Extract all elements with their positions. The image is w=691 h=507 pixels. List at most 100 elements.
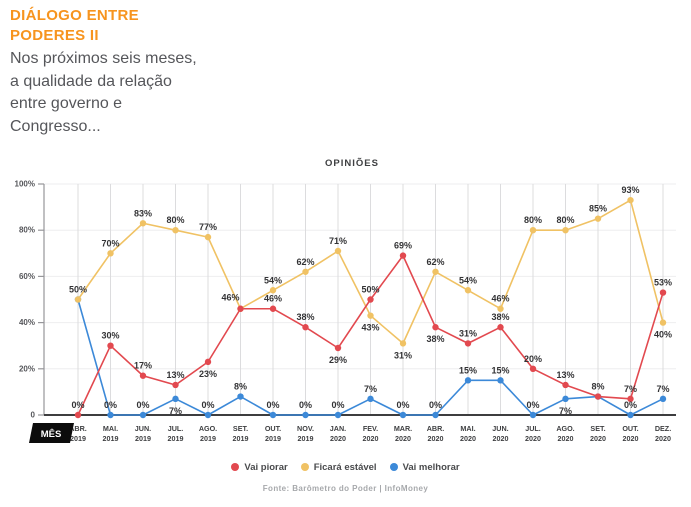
data-label: 7% [624, 384, 637, 394]
year-label: 2019 [200, 434, 216, 443]
month-label: ABR. [427, 424, 445, 433]
month-label: AGO. [556, 424, 574, 433]
data-label: 7% [364, 384, 377, 394]
data-point [269, 305, 277, 312]
data-point [237, 393, 244, 400]
data-point [562, 395, 569, 403]
month-label: MAI. [460, 424, 475, 433]
data-label: 7% [559, 406, 572, 416]
data-label: 0% [299, 400, 312, 410]
data-point [562, 381, 569, 389]
year-label: 2020 [525, 434, 541, 443]
data-label: 0% [266, 400, 279, 410]
y-axis-tick-label: 60% [19, 272, 35, 281]
year-label: 2019 [135, 434, 151, 443]
month-label: JAN. [330, 424, 346, 433]
data-label: 15% [491, 365, 509, 375]
data-label: 80% [166, 215, 184, 225]
data-label: 85% [589, 204, 607, 214]
data-point [497, 324, 504, 331]
data-point [172, 395, 179, 403]
year-label: 2019 [265, 434, 281, 443]
data-point [269, 287, 277, 294]
month-label: FEV. [363, 424, 378, 433]
data-label: 15% [459, 365, 477, 375]
y-axis-tick-label: 0 [31, 411, 36, 420]
data-point [627, 395, 634, 403]
gridlines [44, 183, 676, 415]
data-label: 50% [69, 285, 87, 295]
data-point [562, 227, 569, 234]
data-label: 54% [264, 275, 282, 285]
data-label: 62% [296, 257, 314, 267]
data-label: 46% [221, 293, 239, 303]
data-label: 0% [201, 400, 214, 410]
data-point [659, 319, 667, 326]
x-axis-title: MÊS [41, 428, 62, 440]
blue-dot-icon [389, 463, 398, 471]
data-point [139, 220, 147, 227]
data-point [74, 296, 82, 303]
data-point [367, 312, 374, 319]
year-label: 2020 [623, 434, 639, 443]
data-point [204, 411, 212, 419]
data-label: 53% [654, 278, 672, 288]
x-axis-labels: ABR.2019MAI.2019JUN.2019JUL.2019AGO.2019… [69, 424, 671, 443]
data-point [302, 411, 309, 419]
data-point [302, 324, 309, 331]
data-label: 8% [234, 382, 247, 392]
data-label: 43% [361, 323, 379, 333]
data-point [334, 411, 342, 419]
page-subtitle: Nos próximos seis meses, a qualidade da … [10, 50, 197, 136]
data-point [594, 215, 602, 222]
data-point [594, 393, 602, 400]
month-label: MAI. [103, 424, 118, 433]
data-label: 40% [654, 330, 672, 340]
data-label: 83% [134, 208, 152, 218]
data-label: 71% [329, 236, 347, 246]
month-label: AGO. [199, 424, 217, 433]
data-label: 38% [426, 334, 444, 344]
series-dots-vai-piorar [74, 252, 667, 419]
year-label: 2019 [70, 434, 86, 443]
data-point [172, 381, 179, 389]
y-axis-tick-label: 100% [15, 180, 35, 189]
data-label: 70% [101, 238, 119, 248]
data-point [497, 305, 504, 312]
data-label: 69% [394, 241, 412, 251]
year-label: 2020 [493, 434, 509, 443]
year-label: 2019 [168, 434, 184, 443]
data-label: 80% [556, 215, 574, 225]
chart-title: OPINIÕES [325, 158, 379, 169]
legend-item-ficara-estavel: Ficará estável [300, 462, 377, 473]
legend-item-vai-piorar: Vai piorar [231, 462, 288, 473]
data-point [107, 250, 114, 257]
chart-legend: Vai piorar Ficará estável Vai melhorar [0, 459, 691, 475]
data-point [269, 411, 277, 419]
data-label: 17% [134, 361, 152, 371]
data-label: 54% [459, 275, 477, 285]
data-label: 0% [429, 400, 442, 410]
data-point [529, 365, 537, 372]
data-point [627, 196, 634, 204]
data-point [399, 411, 407, 419]
data-point [302, 268, 309, 275]
data-point [237, 305, 244, 312]
mes-box [29, 423, 74, 443]
year-label: 2020 [363, 434, 379, 443]
data-point [367, 395, 374, 403]
data-point [204, 233, 212, 241]
source-credit: Fonte: Barômetro do Poder | InfoMoney [262, 484, 429, 493]
month-label: JUN. [492, 424, 508, 433]
data-labels-vai-melhorar: 0% 0% 7% 0% 8% 0% 0% 0% 7% 0% 0% 15% 15% 0% 7% 0% 7% [104, 365, 670, 415]
data-point [529, 411, 537, 419]
data-point [627, 411, 634, 419]
data-point [204, 358, 212, 366]
data-label: 46% [491, 294, 509, 304]
year-label: 2020 [590, 434, 606, 443]
y-axis-tick-label: 20% [19, 364, 35, 373]
data-point [107, 411, 114, 419]
year-label: 2019 [233, 434, 249, 443]
data-label: 62% [426, 257, 444, 267]
